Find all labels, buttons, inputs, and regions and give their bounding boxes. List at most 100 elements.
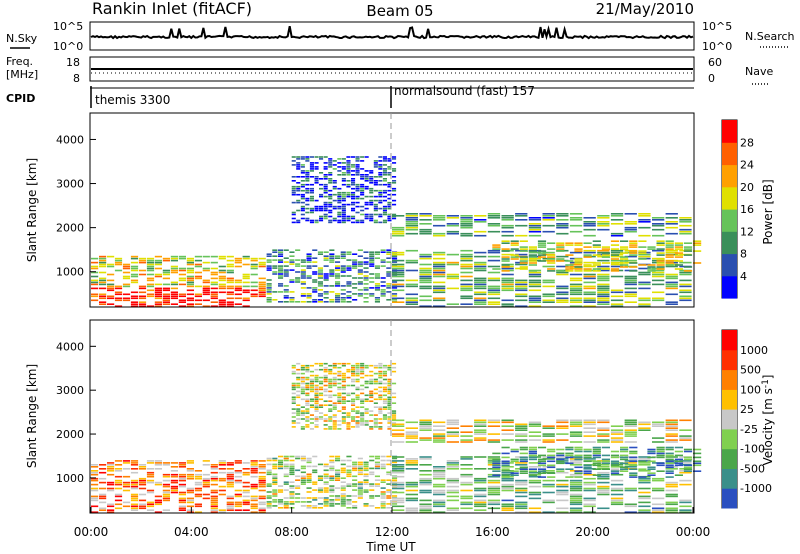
heatmap-cell (341, 219, 346, 222)
heatmap-cell (569, 481, 583, 484)
heatmap-cell (332, 185, 337, 188)
heatmap-cell (510, 244, 519, 246)
heatmap-cell (91, 505, 99, 508)
heatmap-cell (154, 462, 162, 464)
heatmap-cell (501, 421, 514, 424)
heatmap-cell (679, 273, 692, 276)
heatmap-cell (341, 408, 346, 410)
heatmap-cell (107, 303, 115, 305)
heatmap-cell (364, 185, 369, 188)
heatmap-cell (665, 495, 678, 498)
heatmap-cell (91, 464, 99, 466)
heatmap-cell (130, 485, 139, 488)
heatmap-cell (170, 489, 178, 492)
heatmap-cell (369, 410, 374, 412)
heatmap-cell (210, 301, 218, 303)
heatmap-cell (99, 295, 107, 298)
heatmap-cell (392, 468, 405, 470)
heatmap-cell (556, 452, 565, 455)
heatmap-cell (419, 230, 432, 233)
heatmap-cell (351, 156, 356, 158)
heatmap-cell (351, 209, 356, 212)
heatmap-cell (162, 499, 170, 502)
heatmap-cell (405, 483, 418, 486)
heatmap-cell (592, 246, 601, 248)
heatmap-cell (351, 195, 356, 198)
heatmap-cell (460, 483, 473, 486)
heatmap-cell (382, 378, 387, 381)
heatmap-cell (130, 275, 139, 278)
heatmap-cell (210, 295, 218, 298)
heatmap-cell (392, 456, 405, 458)
heatmap-cell (319, 368, 324, 371)
heatmap-cell (319, 394, 324, 397)
heatmap-cell (378, 408, 383, 410)
heatmap-cell (419, 219, 432, 221)
heatmap-cell (392, 416, 397, 418)
velocity-heatmap (91, 362, 702, 513)
heatmap-cell (323, 217, 328, 220)
heatmap-cell (574, 260, 583, 262)
heatmap-cell (419, 232, 432, 235)
heatmap-cell (300, 213, 305, 216)
heatmap-cell (487, 265, 501, 268)
heatmap-cell (380, 265, 386, 267)
heatmap-cell (474, 481, 487, 484)
heatmap-cell (665, 441, 678, 443)
heatmap-cell (419, 223, 432, 225)
heatmap-cell (652, 273, 665, 276)
heatmap-cell (300, 183, 305, 186)
heatmap-cell (360, 191, 365, 194)
heatmap-cell (314, 376, 319, 379)
heatmap-cell (305, 207, 310, 210)
velocity-ylabel: Slant Range [km] (25, 364, 39, 468)
heatmap-cell (382, 398, 387, 401)
heatmap-cell (323, 203, 328, 206)
heatmap-cell (340, 257, 346, 259)
heatmap-cell (519, 256, 528, 258)
heatmap-cell (357, 471, 363, 474)
heatmap-cell (360, 424, 365, 426)
heatmap-cell (341, 384, 346, 387)
heatmap-cell (272, 475, 278, 478)
heatmap-cell (460, 468, 473, 470)
heatmap-cell (332, 182, 337, 184)
heatmap-cell (405, 293, 418, 296)
power-colorbar (722, 120, 737, 299)
heatmap-cell (542, 299, 555, 302)
heatmap-cell (386, 479, 392, 481)
heatmap-cell (405, 433, 418, 435)
heatmap-cell (266, 469, 272, 472)
heatmap-cell (542, 281, 555, 284)
heatmap-cell (363, 461, 369, 464)
heatmap-cell (122, 267, 131, 270)
heatmap-cell (296, 193, 301, 196)
heatmap-cell (373, 364, 378, 367)
y-tick-label: 3000 (56, 178, 84, 191)
heatmap-cell (583, 221, 596, 223)
heatmap-cell (474, 299, 487, 302)
heatmap-cell (374, 483, 380, 485)
heatmap-cell (305, 217, 310, 220)
heatmap-cell (574, 476, 583, 478)
nsky-tick-bottom: 10^0 (53, 40, 83, 53)
heatmap-cell (283, 291, 289, 293)
heatmap-cell (186, 487, 194, 490)
heatmap-cell (382, 156, 387, 158)
heatmap-cell (693, 456, 702, 459)
heatmap-cell (323, 465, 329, 468)
heatmap-cell (460, 289, 473, 292)
heatmap-cell (583, 249, 596, 252)
heatmap-cell (363, 277, 369, 279)
heatmap-cell (556, 479, 569, 482)
heatmap-cell (296, 158, 301, 160)
heatmap-cell (341, 372, 346, 375)
heatmap-cell (186, 470, 194, 472)
heatmap-cell (138, 466, 147, 468)
heatmap-cell (291, 408, 296, 410)
heatmap-cell (433, 441, 446, 443)
heatmap-cell (296, 209, 301, 212)
heatmap-cell (328, 180, 333, 182)
heatmap-cell (405, 221, 418, 223)
